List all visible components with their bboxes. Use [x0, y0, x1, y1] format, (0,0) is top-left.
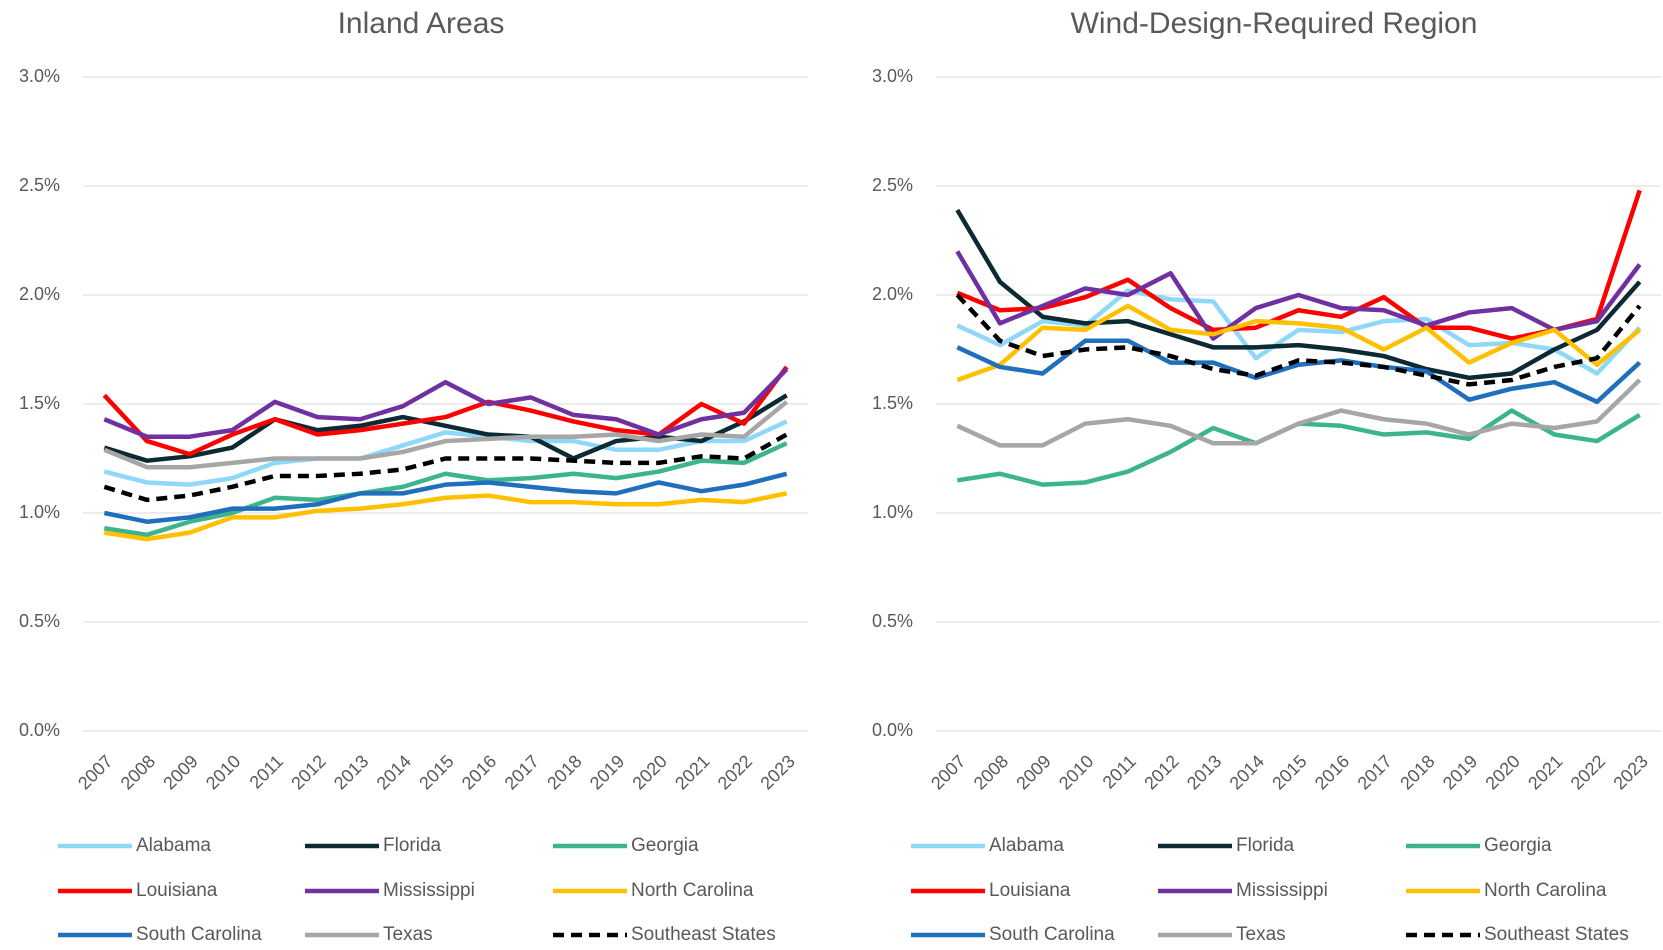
- data-line: [956, 288, 1642, 376]
- y-tick-label: 0.5%: [872, 611, 913, 631]
- x-tick-label: 2015: [415, 751, 457, 793]
- legend-label: Louisiana: [136, 880, 218, 901]
- x-tick-label: 2022: [1567, 751, 1609, 793]
- x-tick-label: 2016: [1311, 751, 1353, 793]
- x-tick-label: 2020: [628, 751, 670, 793]
- x-tick-label: 2015: [1268, 751, 1310, 793]
- y-tick-label: 3.0%: [872, 66, 913, 86]
- x-tick-label: 2014: [1226, 751, 1268, 793]
- y-tick-label: 2.5%: [872, 175, 913, 195]
- x-tick-label: 2016: [458, 751, 500, 793]
- legend-label: Mississippi: [383, 880, 475, 901]
- legend-label: South Carolina: [989, 924, 1115, 945]
- x-tick-label: 2008: [970, 751, 1012, 793]
- y-tick-label: 2.0%: [19, 284, 60, 304]
- data-line: [956, 378, 1642, 448]
- y-tick-label: 0.5%: [19, 611, 60, 631]
- data-line: [103, 419, 788, 487]
- y-tick-label: 0.0%: [19, 720, 60, 740]
- data-line: [103, 393, 788, 463]
- data-line: [956, 303, 1642, 383]
- x-tick-label: 2018: [1396, 751, 1438, 793]
- legend-label: Louisiana: [989, 880, 1071, 901]
- y-tick-label: 2.0%: [872, 284, 913, 304]
- x-tick-label: 2011: [246, 751, 288, 793]
- legend-label: South Carolina: [136, 924, 262, 945]
- legend-label: Florida: [1236, 835, 1295, 856]
- x-tick-label: 2012: [287, 751, 329, 793]
- data-line: [103, 400, 789, 470]
- x-tick-label: 2010: [1055, 751, 1097, 793]
- x-tick-label: 2017: [1354, 751, 1396, 793]
- legend-label: North Carolina: [1484, 880, 1607, 901]
- legend-label: Florida: [383, 835, 442, 856]
- y-tick-label: 0.0%: [872, 720, 913, 740]
- chart: Inland Areas 0.0% 0.5% 1.0% 1.5% 2.0% 2.5% 3.0%…: [19, 7, 808, 945]
- x-tick-label: 2023: [756, 751, 798, 793]
- y-tick-label: 1.5%: [872, 393, 913, 413]
- x-tick-label: 2011: [1099, 751, 1141, 793]
- x-tick-label: 2021: [1524, 751, 1566, 793]
- x-tick-label: 2007: [74, 751, 116, 793]
- x-tick-label: 2022: [714, 751, 756, 793]
- x-tick-label: 2013: [330, 751, 372, 793]
- y-tick-label: 1.5%: [19, 393, 60, 413]
- data-line: [956, 189, 1642, 341]
- y-tick-label: 3.0%: [19, 66, 60, 86]
- x-tick-label: 2019: [586, 751, 628, 793]
- x-tick-label: 2014: [373, 751, 415, 793]
- x-tick-label: 2017: [501, 751, 543, 793]
- x-tick-label: 2019: [1439, 751, 1481, 793]
- x-tick-label: 2012: [1140, 751, 1182, 793]
- data-line: [103, 471, 788, 524]
- legend-label: Alabama: [136, 835, 211, 856]
- legend-label: Alabama: [989, 835, 1064, 856]
- x-tick-label: 2021: [671, 751, 713, 793]
- x-tick-label: 2008: [117, 751, 159, 793]
- chart-title: Inland Areas: [338, 7, 505, 40]
- y-tick-label: 1.0%: [872, 502, 913, 522]
- data-line: [103, 441, 788, 538]
- legend-label: North Carolina: [631, 880, 754, 901]
- chart: Wind-Design-Required Region 0.0% 0.5% 1.0% 1…: [872, 7, 1661, 945]
- y-tick-label: 1.0%: [19, 502, 60, 522]
- data-line: [955, 250, 1642, 341]
- legend-label: Texas: [383, 924, 433, 945]
- data-line: [955, 293, 1642, 387]
- y-tick-label: 2.5%: [19, 175, 60, 195]
- x-tick-label: 2009: [159, 751, 201, 793]
- legend-label: Georgia: [631, 835, 699, 856]
- x-tick-label: 2023: [1609, 751, 1651, 793]
- data-line: [102, 365, 789, 457]
- x-tick-label: 2010: [202, 751, 244, 793]
- legend-label: Georgia: [1484, 835, 1552, 856]
- legend-label: Southeast States: [631, 924, 776, 945]
- x-tick-label: 2018: [543, 751, 585, 793]
- x-tick-label: 2007: [927, 751, 969, 793]
- chart-title: Wind-Design-Required Region: [1071, 7, 1478, 40]
- legend-label: Mississippi: [1236, 880, 1328, 901]
- legend-label: Texas: [1236, 924, 1286, 945]
- legend-label: Southeast States: [1484, 924, 1629, 945]
- x-tick-label: 2020: [1481, 751, 1523, 793]
- x-tick-label: 2009: [1012, 751, 1054, 793]
- data-line: [103, 367, 789, 439]
- data-line: [955, 208, 1642, 381]
- data-line: [103, 432, 788, 503]
- x-tick-label: 2013: [1183, 751, 1225, 793]
- data-line: [103, 491, 788, 542]
